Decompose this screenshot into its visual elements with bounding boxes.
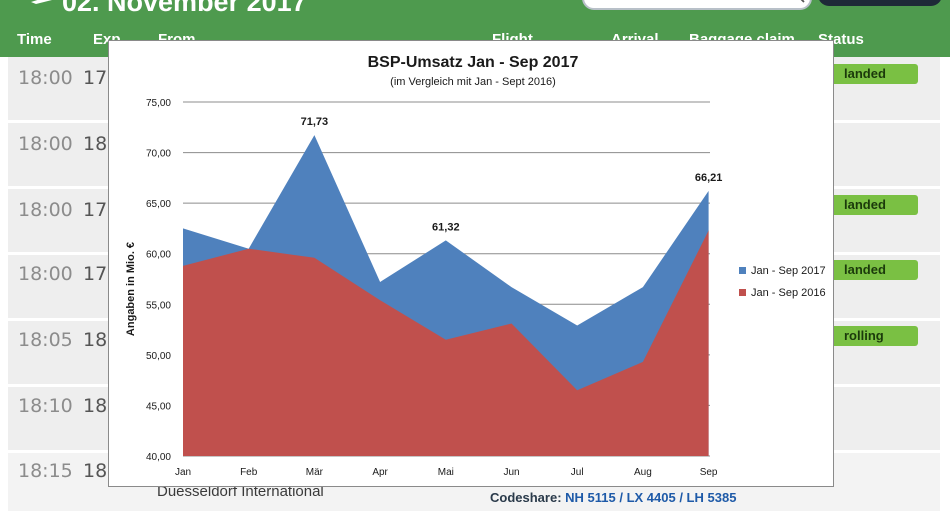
status-badge: landed — [830, 260, 918, 280]
x-tick-label: Jul — [571, 467, 584, 478]
legend-swatch — [739, 289, 746, 296]
x-tick-label: Feb — [240, 467, 258, 478]
y-tick-label: 40,00 — [146, 452, 171, 463]
row-expected: 17: — [83, 263, 114, 285]
chart-subtitle: (im Vergleich mit Jan - Sept 2016) — [390, 76, 556, 88]
y-tick-label: 60,00 — [146, 250, 171, 261]
row-expected: 18: — [83, 395, 114, 417]
row-expected: 17: — [83, 67, 114, 89]
row-expected: 17: — [83, 199, 114, 221]
row-expected: 18: — [83, 329, 114, 351]
data-label: 61,32 — [432, 221, 460, 233]
codeshare-codes[interactable]: NH 5115 / LX 4405 / LH 5385 — [565, 490, 737, 505]
row-time: 18:10 — [18, 395, 73, 417]
origin-airport: Duesseldorf International — [157, 483, 324, 500]
row-time: 18:05 — [18, 329, 73, 351]
status-badge: landed — [830, 195, 918, 215]
row-time: 18:00 — [18, 67, 73, 89]
x-tick-label: Mai — [438, 467, 454, 478]
y-tick-label: 50,00 — [146, 351, 171, 362]
row-time: 18:00 — [18, 263, 73, 285]
x-tick-label: Apr — [372, 467, 388, 478]
column-header-time[interactable]: Time — [17, 31, 52, 48]
search-icon[interactable] — [790, 0, 806, 4]
y-tick-label: 55,00 — [146, 300, 171, 311]
row-time: 18:15 — [18, 460, 73, 482]
x-tick-label: Jun — [503, 467, 519, 478]
status-badge: rolling — [830, 326, 918, 346]
codeshare-label: Codeshare: — [490, 490, 562, 505]
y-tick-label: 65,00 — [146, 199, 171, 210]
area-chart: BSP-Umsatz Jan - Sep 2017 (im Vergleich … — [125, 54, 826, 478]
row-expected: 18: — [83, 460, 114, 482]
codeshare-info: Codeshare: NH 5115 / LX 4405 / LH 5385 — [490, 490, 736, 505]
legend-swatch — [739, 267, 746, 274]
row-time: 18:00 — [18, 199, 73, 221]
area-series-1 — [183, 230, 709, 456]
date-title: 02. November 2017 — [62, 0, 307, 17]
chart-panel: BSP-Umsatz Jan - Sep 2017 (im Vergleich … — [108, 40, 834, 487]
data-label: 71,73 — [301, 116, 329, 128]
y-axis-label: Angaben in Mio. € — [125, 242, 137, 336]
legend-label: Jan - Sep 2017 — [751, 265, 826, 277]
y-tick-label: 70,00 — [146, 149, 171, 160]
data-label: 66,21 — [695, 172, 723, 184]
search-input[interactable] — [582, 0, 812, 10]
chart-title: BSP-Umsatz Jan - Sep 2017 — [368, 54, 579, 71]
detail-pointer — [462, 486, 488, 500]
plane-icon — [31, 0, 52, 4]
x-tick-label: Aug — [634, 467, 652, 478]
legend-label: Jan - Sep 2016 — [751, 287, 826, 299]
top-right-button[interactable] — [818, 0, 942, 6]
y-tick-label: 45,00 — [146, 401, 171, 412]
x-tick-label: Sep — [700, 467, 718, 478]
x-tick-label: Jan — [175, 467, 191, 478]
y-tick-label: 75,00 — [146, 98, 171, 109]
row-time: 18:00 — [18, 133, 73, 155]
row-expected: 18: — [83, 133, 114, 155]
x-tick-label: Mär — [306, 467, 324, 478]
status-badge: landed — [830, 64, 918, 84]
